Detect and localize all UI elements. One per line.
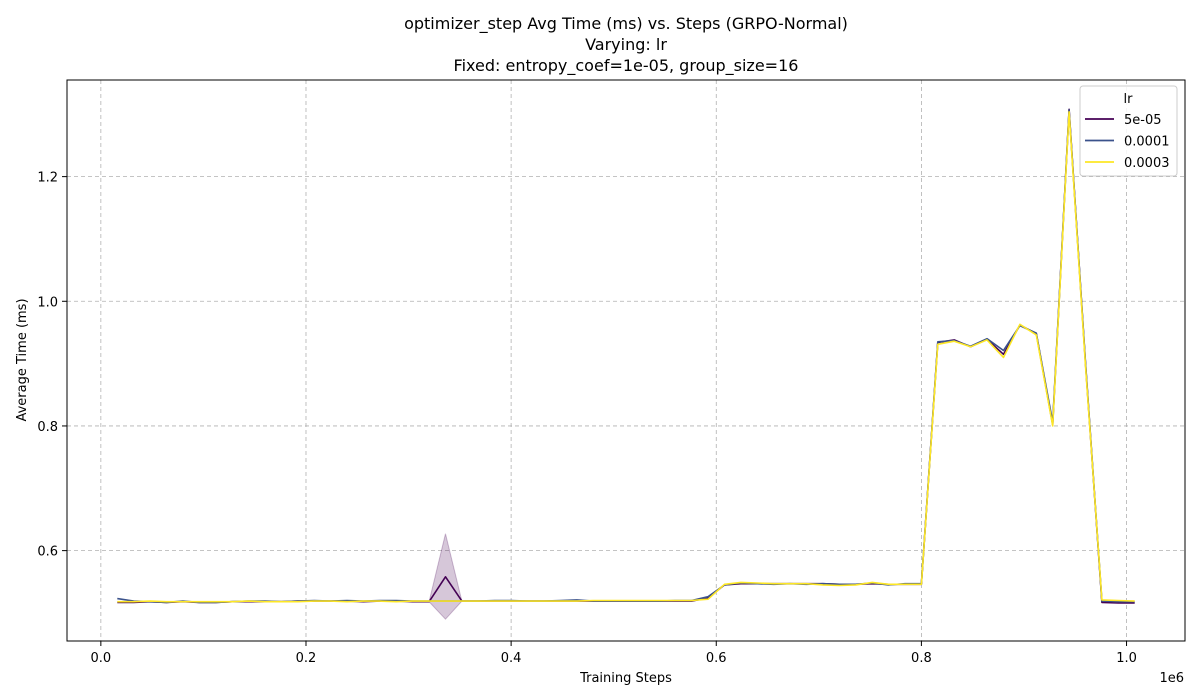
x-tick-label: 0.8	[911, 651, 932, 666]
chart-title: optimizer_step Avg Time (ms) vs. Steps (…	[404, 14, 848, 76]
series-lines	[117, 108, 1135, 604]
legend-label: 5e-05	[1124, 113, 1162, 128]
legend-items: 5e-05 0.0001 0.0003	[1085, 113, 1170, 171]
y-tick-label: 1.0	[37, 295, 58, 310]
series-line-1	[117, 109, 1135, 604]
legend: lr 5e-05 0.0001 0.0003	[1079, 85, 1178, 177]
title-line-3: Fixed: entropy_coef=1e-05, group_size=16	[454, 56, 799, 76]
series-line-2	[117, 111, 1135, 603]
x-axis-ticks: 0.0 0.2 0.4 0.6 0.8 1.0	[91, 641, 1137, 666]
title-line-2: Varying: lr	[585, 35, 667, 54]
series-line-0	[117, 108, 1135, 604]
x-axis-label: Training Steps	[579, 671, 672, 686]
y-tick-label: 0.6	[37, 545, 58, 560]
x-tick-label: 0.4	[501, 651, 522, 666]
legend-title: lr	[1124, 92, 1134, 107]
legend-label: 0.0003	[1124, 156, 1170, 171]
x-tick-label: 0.0	[91, 651, 112, 666]
legend-box	[1079, 85, 1178, 177]
x-tick-label: 1.0	[1116, 651, 1137, 666]
x-tick-label: 0.2	[296, 651, 317, 666]
x-offset-label: 1e6	[1159, 671, 1184, 686]
title-line-1: optimizer_step Avg Time (ms) vs. Steps (…	[404, 14, 848, 34]
grid	[67, 80, 1185, 641]
y-axis-ticks: 0.6 0.8 1.0 1.2	[37, 171, 67, 560]
x-tick-label: 0.6	[706, 651, 727, 666]
legend-label: 0.0001	[1124, 135, 1170, 150]
y-tick-label: 0.8	[37, 420, 58, 435]
y-axis-label: Average Time (ms)	[15, 298, 30, 421]
y-tick-label: 1.2	[37, 171, 58, 186]
plot-frame	[66, 79, 1186, 642]
